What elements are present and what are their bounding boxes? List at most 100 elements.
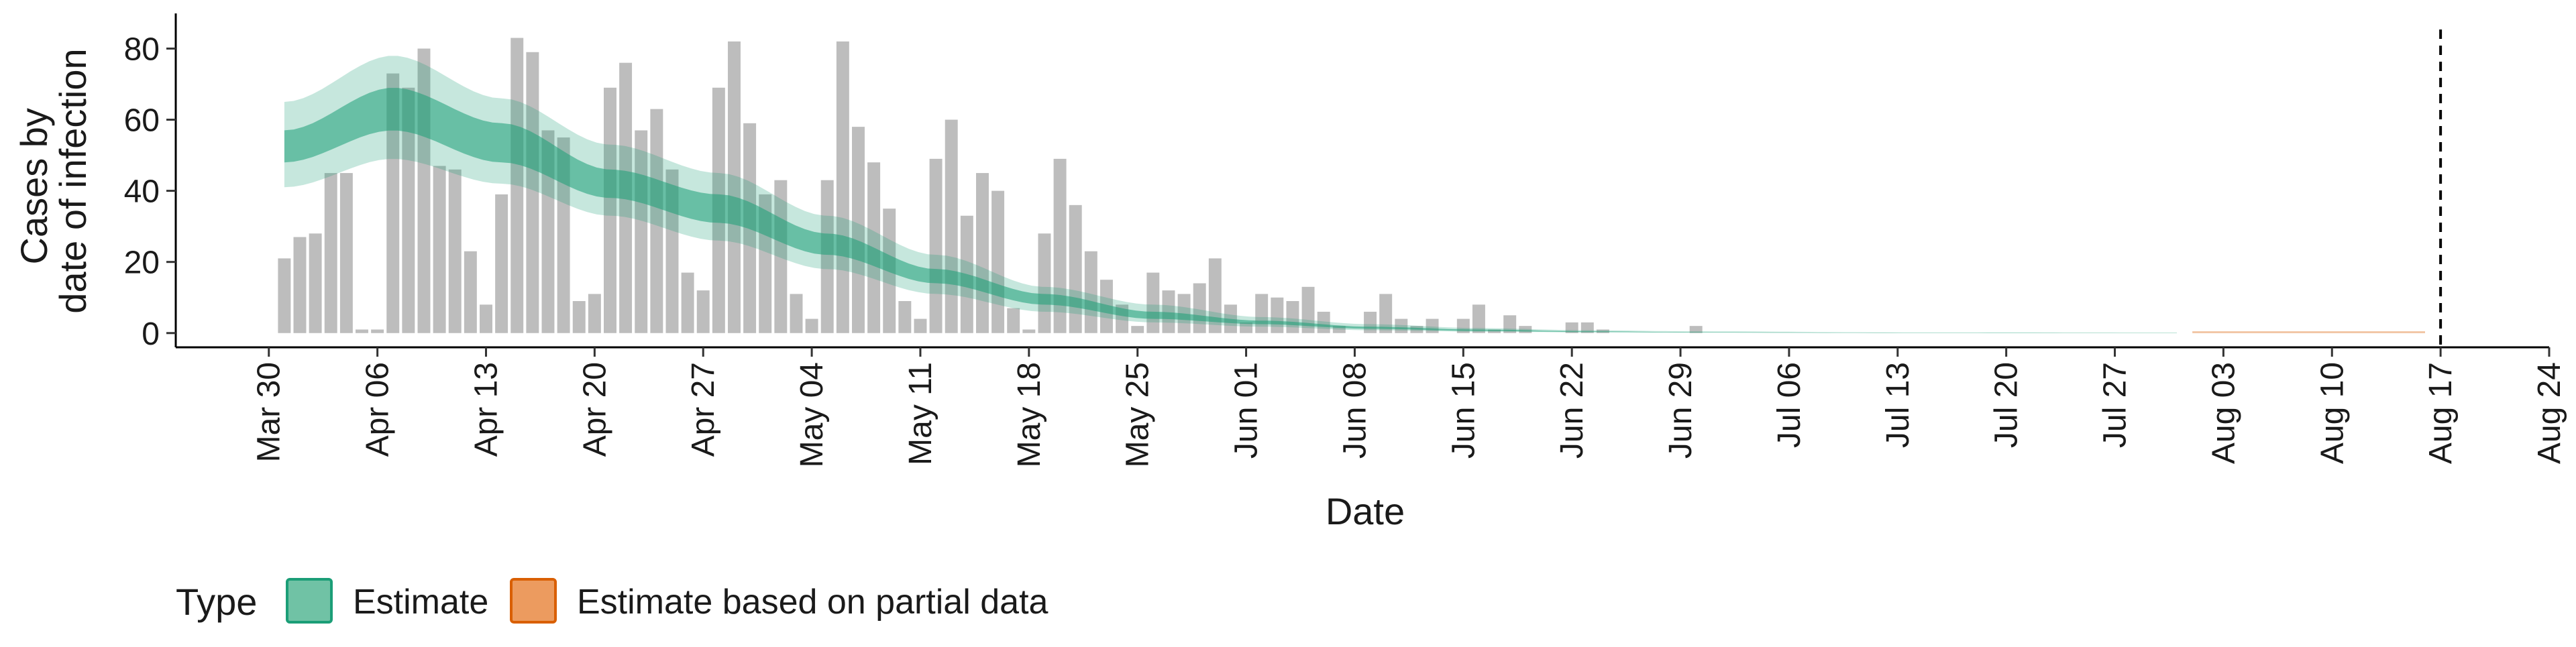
case-bar (541, 130, 555, 333)
case-bar (386, 73, 400, 333)
case-bar (1038, 233, 1051, 333)
case-bar (929, 158, 943, 333)
x-tick-label: Jun 29 (1663, 362, 1699, 459)
case-bar (790, 294, 803, 333)
x-tick-label: Jul 27 (2098, 362, 2133, 448)
x-tick-label: Jun 01 (1229, 362, 1265, 459)
case-bar (371, 329, 384, 333)
x-tick-label: Aug 03 (2206, 362, 2241, 464)
x-tick-label: May 18 (1012, 362, 1047, 467)
x-tick-label: Jun 15 (1446, 362, 1481, 459)
case-bar (324, 173, 337, 333)
case-bar (1053, 158, 1067, 333)
case-bar (1317, 311, 1330, 333)
y-axis-title: Cases by date of infection (13, 48, 94, 313)
x-tick-label: Apr 13 (469, 362, 504, 457)
case-bar (1131, 326, 1144, 333)
y-tick-label: 80 (124, 32, 160, 67)
case-bar (898, 301, 912, 333)
case-bar (1255, 294, 1269, 333)
x-tick-label: May 04 (794, 362, 830, 467)
case-bar (1084, 251, 1097, 333)
case-bar (1177, 294, 1191, 333)
case-bar (604, 87, 616, 333)
x-tick-label: Apr 27 (686, 362, 721, 457)
x-tick-label: Jun 08 (1337, 362, 1373, 459)
y-axis-title-line-2: date of infection (52, 48, 94, 313)
case-bar (681, 272, 694, 333)
case-bar (572, 301, 586, 333)
case-bar (278, 258, 291, 333)
case-bar (1332, 326, 1346, 333)
case-bar (557, 137, 570, 333)
y-tick-label: 60 (124, 103, 160, 139)
case-bar (1022, 329, 1036, 333)
case-bar (356, 329, 368, 333)
legend-swatch-estimate (286, 578, 333, 624)
case-bar (1565, 322, 1578, 333)
case-bar (1208, 258, 1222, 333)
legend-swatch-partial-estimate (510, 578, 557, 624)
case-bar (1503, 315, 1517, 333)
case-bar (1162, 290, 1175, 333)
y-tick-label: 20 (124, 245, 160, 281)
legend-label-estimate: Estimate (353, 583, 488, 622)
case-bar (1007, 308, 1020, 333)
case-bar (805, 318, 818, 333)
legend-title: Type (176, 581, 257, 623)
case-bar (402, 87, 415, 333)
case-bar (1240, 322, 1253, 333)
case-bar (309, 233, 322, 333)
case-bar (1689, 326, 1703, 333)
case-bar (1488, 329, 1501, 333)
x-tick-label: May 25 (1120, 362, 1156, 467)
x-tick-label: Aug 24 (2532, 362, 2567, 464)
x-tick-label: Jul 13 (1880, 362, 1916, 448)
y-ticks-layer: 0 20 40 60 80 (124, 32, 176, 352)
x-tick-label: Jun 22 (1554, 362, 1590, 459)
y-tick-label: 40 (124, 174, 160, 210)
case-bar (588, 294, 601, 333)
partial-estimate-ribbon (2192, 331, 2425, 333)
case-bar (991, 190, 1005, 333)
case-bar (1395, 318, 1408, 333)
bars-layer (278, 38, 1703, 333)
x-axis-title: Date (1326, 490, 1405, 532)
case-bar (339, 173, 353, 333)
case-bar (511, 38, 524, 333)
case-bar (836, 41, 849, 333)
case-bar (820, 180, 834, 333)
ribbon-layer (284, 56, 2425, 333)
case-bar (1472, 304, 1485, 333)
y-axis-title-line-1: Cases by (13, 108, 55, 264)
case-bar (448, 169, 462, 333)
x-tick-label: Apr 06 (360, 362, 396, 457)
case-bar (727, 41, 741, 333)
case-bar (975, 173, 989, 333)
legend-label-partial-estimate: Estimate based on partial data (577, 583, 1049, 622)
x-tick-label: Jul 06 (1772, 362, 1807, 448)
case-bar (1224, 304, 1237, 333)
x-tick-label: Apr 20 (577, 362, 612, 457)
case-bar (495, 194, 508, 333)
x-tick-label: Mar 30 (252, 362, 287, 462)
case-bar (650, 109, 663, 333)
case-bar (696, 290, 710, 333)
case-bar (1301, 286, 1315, 333)
case-bar (914, 318, 927, 333)
legend: Type Estimate Estimate based on partial … (176, 578, 1049, 624)
case-bar (464, 251, 477, 333)
case-bar (1146, 272, 1160, 333)
case-bar (1271, 297, 1284, 333)
y-tick-label: 0 (142, 316, 160, 352)
x-tick-label: May 11 (903, 362, 938, 465)
case-bar (1596, 329, 1609, 333)
case-bar (480, 304, 492, 333)
case-bar (1580, 322, 1594, 333)
x-tick-label: Aug 10 (2314, 362, 2350, 464)
case-bar (851, 127, 865, 333)
x-ticks-layer: Mar 30 Apr 06 Apr 13 Apr 20 Apr 27 May 04 May … (252, 347, 2567, 467)
case-bar (1519, 326, 1532, 333)
